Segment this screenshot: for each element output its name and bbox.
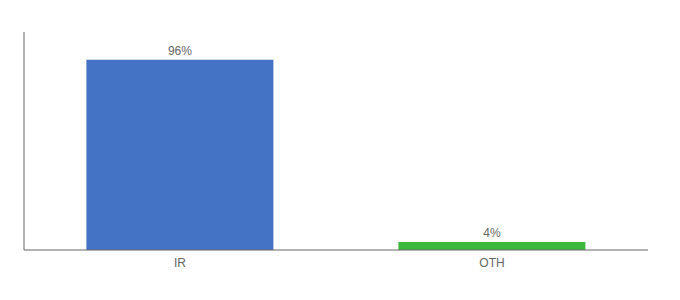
- svg-text:IR: IR: [174, 256, 186, 270]
- svg-text:OTH: OTH: [479, 256, 504, 270]
- svg-text:96%: 96%: [168, 44, 192, 58]
- svg-text:4%: 4%: [483, 226, 501, 240]
